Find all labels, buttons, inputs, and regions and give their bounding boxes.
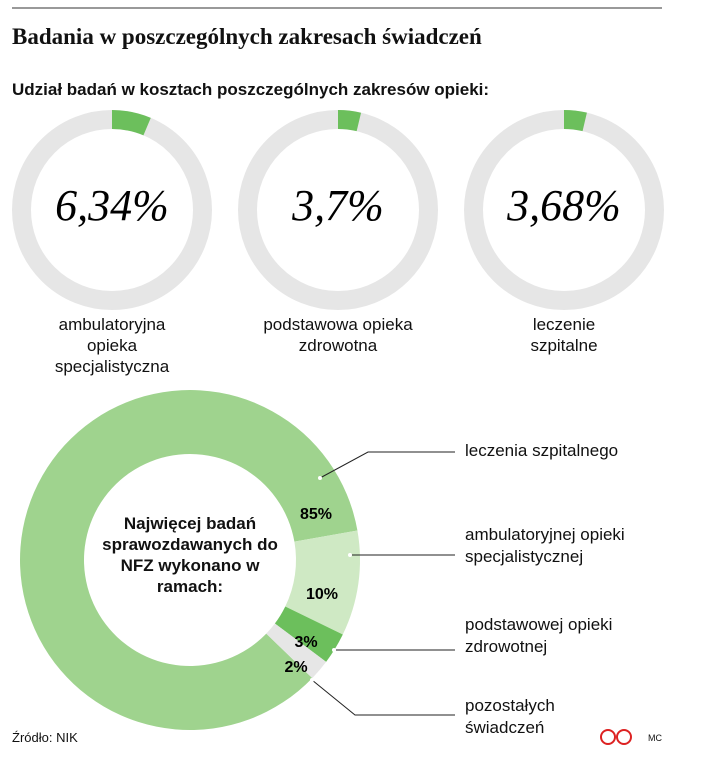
- leader-dot: [318, 476, 322, 480]
- logo-mark: [600, 729, 616, 745]
- category-label: podstawowa opieka zdrowotna: [263, 315, 413, 355]
- source: Źródło: NIK: [12, 730, 78, 745]
- donut-value-label: 6,34%: [55, 181, 169, 230]
- pie-segment: [266, 623, 327, 679]
- donut-segment: [338, 110, 362, 132]
- donut-value-label: 3,68%: [506, 181, 621, 230]
- logo-mark: [616, 729, 632, 745]
- title: Badania w poszczególnych zakresach świad…: [12, 24, 482, 49]
- leader-dot: [310, 678, 314, 682]
- pie-segment: [274, 606, 343, 662]
- legend-label: leczenia szpitalnego: [465, 441, 619, 460]
- legend-label: ambulatoryjnej opieki specjalistycznej: [465, 525, 625, 566]
- leader-line: [311, 679, 455, 716]
- pie-value-label: 85%: [300, 506, 332, 523]
- donut-segment: [564, 110, 587, 132]
- legend-label: pozostałych świadczeń: [465, 696, 555, 737]
- leader-dot: [348, 553, 352, 557]
- pie-value-label: 3%: [294, 634, 317, 651]
- pie-value-label: 2%: [284, 659, 307, 676]
- donut-segment: [112, 110, 151, 136]
- pie-center-title: Najwięcej badań sprawozdawanych do NFZ w…: [102, 514, 278, 596]
- leader-dot: [332, 648, 336, 652]
- category-label: ambulatoryjna opieka specjalistyczna: [54, 315, 170, 376]
- pie-value-label: 10%: [306, 586, 338, 603]
- donut-value-label: 3,7%: [291, 181, 384, 230]
- leader-line: [319, 451, 455, 479]
- subtitle: Udział badań w kosztach poszczególnych z…: [12, 80, 490, 99]
- credit: MC: [648, 733, 662, 743]
- category-label: leczenie szpitalne: [530, 315, 598, 355]
- pie-segment: [285, 530, 360, 635]
- pie-segment: [20, 389, 358, 730]
- legend-label: podstawowej opieki zdrowotnej: [465, 615, 613, 656]
